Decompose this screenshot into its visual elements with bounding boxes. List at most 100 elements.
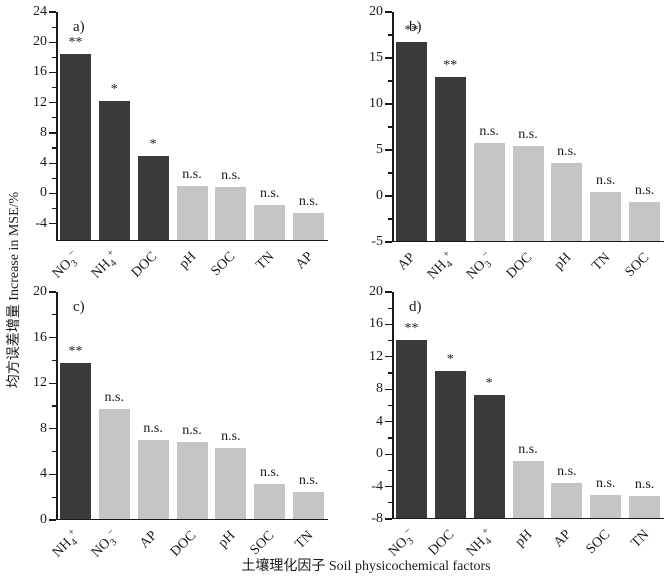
bar	[137, 440, 169, 519]
bar	[434, 77, 466, 241]
y-tick	[49, 71, 56, 74]
significance-label: **	[404, 320, 419, 336]
y-tick	[49, 162, 56, 164]
y-tick-label: 15	[369, 50, 383, 65]
bar	[137, 156, 169, 240]
y-tick-label: 0	[40, 512, 47, 527]
y-tick	[385, 57, 392, 59]
x-axis-label: 土壤理化因子 Soil physicochemical factors	[241, 559, 491, 574]
y-tick	[385, 356, 392, 358]
y-minor-tick	[52, 314, 56, 316]
y-tick-label: 16	[33, 329, 47, 345]
significance-label: n.s.	[595, 476, 616, 492]
y-tick	[49, 337, 56, 339]
significance-label: n.s.	[634, 477, 655, 493]
y-tick	[385, 421, 392, 423]
significance-label: n.s.	[259, 185, 280, 201]
y-tick-label: -5	[371, 234, 383, 249]
y-tick-label: 12	[369, 348, 383, 364]
y-tick-label: 20	[33, 284, 47, 299]
y-minor-tick	[388, 218, 392, 220]
y-minor-tick	[52, 359, 56, 361]
significance-label: n.s.	[104, 390, 124, 406]
y-tick	[49, 11, 56, 13]
significance-label: n.s.	[518, 442, 538, 458]
significance-label: n.s.	[595, 173, 616, 189]
y-tick	[385, 453, 392, 455]
y-minor-tick	[388, 502, 392, 504]
y-tick	[385, 241, 392, 243]
y-tick	[49, 519, 56, 521]
y-tick-label: 20	[369, 4, 383, 19]
significance-label: n.s.	[221, 168, 241, 184]
panel-b: -5 0 5 10 15 20 ** AP ** NH4+ n.s. NO3− n.s. DOC n.s. p…	[336, 0, 672, 288]
y-minor-tick	[52, 207, 56, 210]
y-minor-tick	[52, 405, 56, 407]
plot-area-b: -5 0 5 10 15 20 ** AP ** NH4+ n.s. NO3− n.s. DOC n.s. p…	[369, 4, 664, 283]
y-tick	[385, 195, 392, 197]
y-minor-tick	[52, 496, 56, 498]
y-minor-tick	[388, 307, 392, 309]
bar	[551, 482, 583, 518]
significance-label: n.s.	[518, 127, 538, 143]
y-tick	[385, 323, 392, 326]
y-tick-label: 8	[376, 381, 383, 397]
panel-d: -8 -4 0 4 8 12 16 20 ** NO3− * DOC * NH4+ n.s. pH n.s. AP…	[336, 284, 672, 560]
plot-area-d: -8 -4 0 4 8 12 16 20 ** NO3− * DOC * NH4+ n.s. pH n.s. AP…	[369, 284, 664, 560]
y-tick-label: 10	[369, 96, 383, 111]
bar	[551, 162, 583, 241]
y-minor-tick	[52, 451, 56, 453]
y-tick-label: 20	[369, 284, 383, 299]
y-tick-label: 4	[40, 155, 47, 171]
bar	[176, 442, 208, 519]
y-tick-label: 8	[40, 124, 47, 140]
x-axis-spine	[56, 239, 328, 241]
y-tick	[49, 382, 56, 384]
y-minor-tick	[388, 80, 392, 82]
bar	[434, 371, 466, 518]
bar	[590, 495, 622, 518]
significance-label: n.s.	[479, 123, 499, 139]
bar	[293, 491, 325, 519]
bar	[473, 142, 505, 241]
panel-letter: b)	[409, 19, 422, 35]
y-axis-spine	[392, 292, 394, 519]
x-axis-spine	[392, 517, 664, 519]
bar	[176, 185, 208, 240]
significance-label: **	[68, 34, 83, 50]
significance-label: n.s.	[143, 421, 163, 437]
significance-label: *	[446, 352, 454, 368]
bar	[293, 213, 325, 240]
y-minor-tick	[388, 172, 392, 174]
significance-label: n.s.	[298, 472, 319, 488]
bar	[629, 201, 661, 241]
y-axis-spine	[56, 12, 58, 241]
y-minor-tick	[388, 469, 392, 471]
y-tick	[385, 485, 392, 488]
panel-letter: d)	[409, 299, 422, 315]
panel-c: 0 4 8 12 16 20 ** NH4+ n.s. NO3− n.s. AP n.s. DOC n.s.…	[0, 284, 336, 561]
significance-label: *	[149, 137, 157, 153]
bar	[254, 204, 286, 240]
y-tick-label: 16	[33, 64, 47, 80]
y-tick-label: 4	[376, 413, 383, 429]
significance-label: **	[443, 58, 458, 74]
y-minor-tick	[52, 147, 56, 149]
y-tick	[49, 473, 56, 475]
y-minor-tick	[388, 404, 392, 407]
significance-label: **	[404, 23, 419, 39]
panel-letter: c)	[73, 299, 85, 315]
y-minor-tick	[388, 372, 392, 374]
bar	[59, 362, 91, 519]
y-tick-label: 0	[376, 188, 383, 203]
y-tick-label: 12	[33, 94, 47, 110]
y-tick-label: -4	[35, 215, 47, 231]
y-tick	[385, 103, 392, 105]
y-tick	[49, 132, 56, 134]
bar	[215, 448, 247, 519]
y-tick	[49, 223, 56, 225]
y-tick	[49, 102, 56, 104]
significance-label: n.s.	[221, 429, 241, 445]
bar	[473, 394, 505, 518]
y-minor-tick	[388, 340, 392, 342]
